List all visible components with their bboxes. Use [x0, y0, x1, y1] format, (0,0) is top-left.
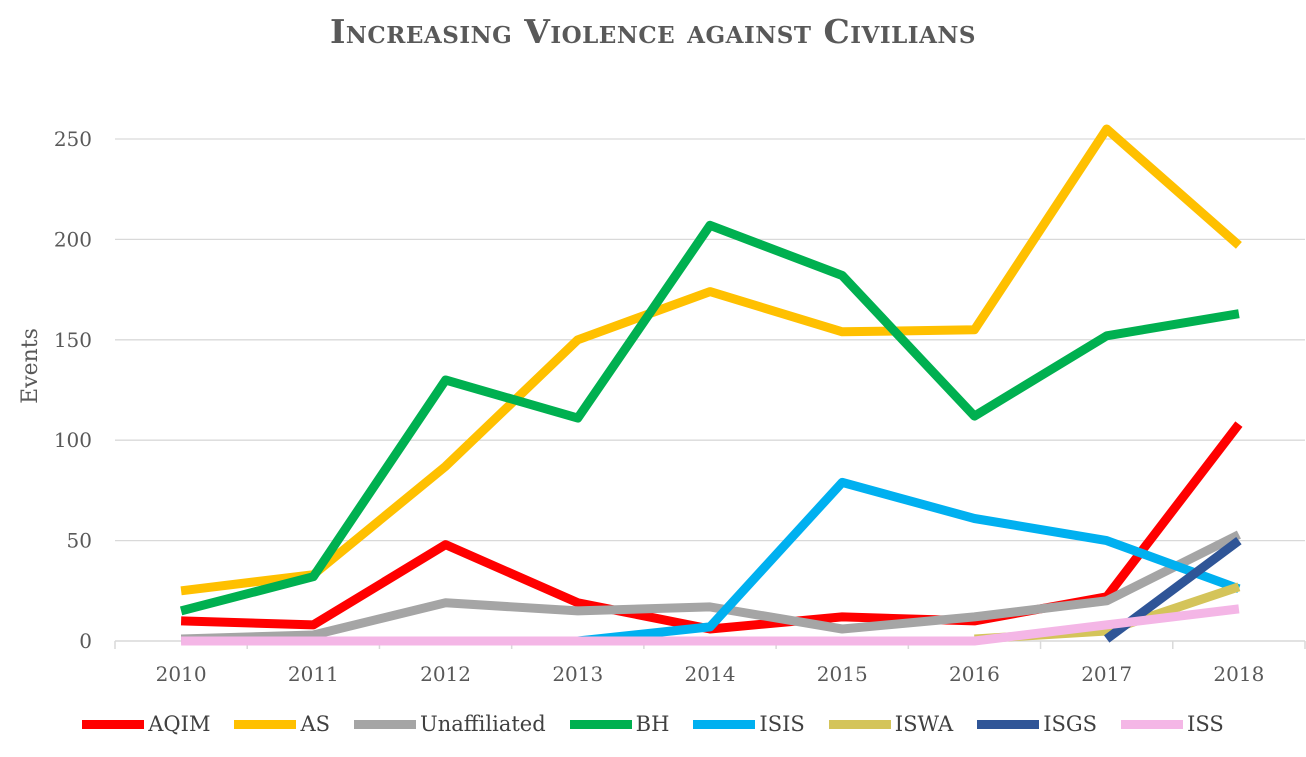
legend-swatch	[569, 719, 632, 729]
x-tick-label: 2016	[949, 662, 1000, 686]
x-tick-label: 2011	[288, 662, 339, 686]
legend-item-isgs: ISGS	[977, 712, 1097, 736]
legend-label: ISWA	[894, 712, 954, 736]
legend-item-as: AS	[234, 712, 330, 736]
legend-swatch	[693, 719, 756, 729]
y-tick-label: 0	[79, 629, 92, 653]
legend-swatch	[1121, 719, 1184, 729]
legend-item-unaffiliated: Unaffiliated	[354, 712, 546, 736]
legend-swatch	[977, 719, 1040, 729]
series-line-iss	[181, 604, 1240, 646]
legend-label: ISGS	[1043, 712, 1098, 736]
legend-swatch	[828, 719, 891, 729]
series-lines	[179, 124, 1243, 646]
legend-item-bh: BH	[569, 712, 670, 736]
series-line-as	[180, 124, 1242, 596]
y-axis-title: Events	[18, 328, 43, 404]
y-tick-label: 100	[54, 428, 92, 452]
x-tick-label: 2017	[1081, 662, 1132, 686]
x-tick-label: 2012	[420, 662, 471, 686]
legend-swatch	[82, 719, 145, 729]
legend-label: Unaffiliated	[420, 712, 546, 736]
legend-label: BH	[635, 712, 670, 736]
legend-item-isis: ISIS	[693, 712, 805, 736]
x-tick-label: 2015	[817, 662, 868, 686]
legend: AQIM AS Unaffiliated BH ISIS ISWA ISGS ISS	[0, 712, 1306, 736]
legend-item-iss: ISS	[1121, 712, 1224, 736]
legend-swatch	[234, 719, 297, 729]
x-tick-label: 2018	[1213, 662, 1264, 686]
gridlines	[115, 138, 1305, 542]
y-tick-label: 250	[54, 127, 92, 151]
legend-item-iswa: ISWA	[828, 712, 954, 736]
legend-label: ISIS	[759, 712, 805, 736]
x-tick-label: 2014	[685, 662, 736, 686]
legend-swatch	[354, 719, 417, 729]
x-tick-label: 2010	[156, 662, 207, 686]
y-tick-label: 150	[54, 328, 92, 352]
legend-label: AS	[300, 712, 331, 736]
x-tick-label: 2013	[552, 662, 603, 686]
legend-label: AQIM	[148, 712, 211, 736]
series-line-isis	[577, 477, 1241, 646]
chart-title: Increasing Violence against Civilians	[329, 12, 977, 51]
series-line-bh	[179, 220, 1240, 616]
series-line-aqim	[180, 421, 1243, 634]
series-line-unaffiliated	[180, 530, 1241, 644]
y-tick-label: 50	[67, 529, 92, 553]
legend-label: ISS	[1187, 712, 1224, 736]
tick-labels: 0 50 100 150 200 250 2010 2011 2012 2013 2014 2015 2…	[54, 127, 1265, 686]
legend-item-aqim: AQIM	[82, 712, 210, 736]
y-tick-label: 200	[54, 227, 92, 251]
